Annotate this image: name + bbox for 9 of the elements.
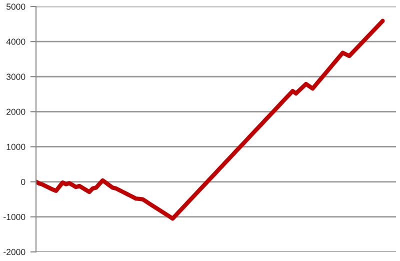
y-tick-label: 2000 [6,108,26,115]
y-tick-label: -2000 [4,248,26,256]
y-tick-label: 1000 [6,144,26,150]
y-tick-label: 0 [21,178,26,186]
y-tick-label: 5000 [6,4,26,10]
y-tick-label: 4000 [6,38,26,45]
y-tick-label: -1000 [4,214,26,220]
y-tick-label: 3000 [6,74,26,80]
line-series [36,18,385,221]
